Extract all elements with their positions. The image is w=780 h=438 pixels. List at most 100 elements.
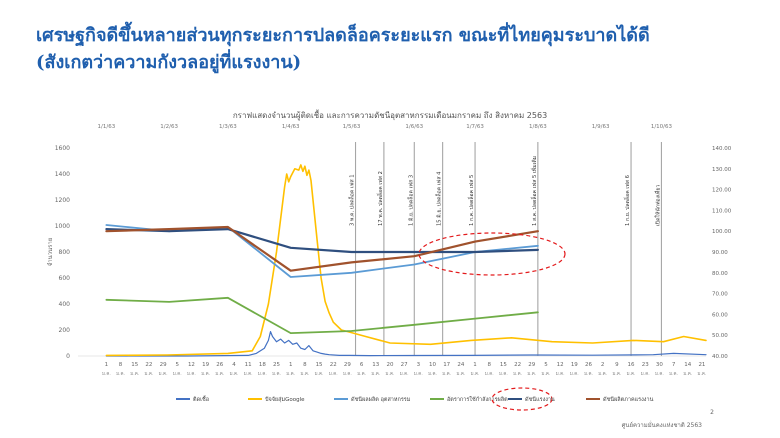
x-tick-label: 7 (672, 362, 676, 368)
x-tick-label: 25 (273, 362, 280, 368)
x-tick-label: 15 (316, 362, 323, 368)
unlock-phase-label: เปิดให้นักท่องเที่ยว (654, 185, 661, 226)
month-label: 1/3/63 (219, 124, 237, 130)
x-tick-sublabel: ม.ค. (300, 372, 309, 377)
x-tick-label: 18 (259, 362, 266, 368)
month-label: 1/7/63 (466, 124, 484, 130)
chart-axes: กราฟแสดงจำนวนผู้ติดเชื้อ และการความดัชนี… (47, 109, 732, 377)
unlock-phase-label: 3 พ.ค. ปลดล็อค เฟส 1 (348, 174, 356, 226)
x-tick-label: 15 (131, 362, 138, 368)
y-right-tick-label: 60.00 (712, 312, 728, 318)
highlight-annotations (418, 232, 566, 411)
unlock-phase-lines: 3 พ.ค. ปลดล็อค เฟส 1 17 พ.ค. ปลดล็อค เฟส … (348, 142, 662, 356)
y-left-tick-label: 1200 (55, 197, 70, 204)
x-tick-label: 30 (656, 362, 663, 368)
x-tick-sublabel: ม.ค. (471, 372, 480, 377)
x-tick-sublabel: ม.ค. (442, 372, 451, 377)
x-tick-sublabel: ม.ค. (655, 372, 664, 377)
highlight-ellipse-legend (491, 387, 553, 411)
headline: เศรษฐกิจดีขึ้นหลายส่วนทุกระยะการปลดล็อคร… (36, 22, 756, 76)
x-tick-sublabel: ม.ค. (527, 372, 536, 377)
x-tick-sublabel: ม.ค. (201, 372, 210, 377)
x-tick-label: 22 (145, 362, 152, 368)
x-tick-label: 29 (160, 362, 167, 368)
chart-title: กราฟแสดงจำนวนผู้ติดเชื้อ และการความดัชนี… (233, 109, 547, 121)
x-tick-sublabel: ม.ค. (315, 372, 324, 377)
x-tick-sublabel: ม.ค. (286, 372, 295, 377)
x-tick-sublabel: ม.ค. (485, 372, 494, 377)
x-tick-label: 6 (360, 362, 364, 368)
y-left-tick-label: 1600 (55, 145, 70, 152)
x-tick-label: 22 (514, 362, 521, 368)
x-tick-sublabel: ม.ค. (627, 372, 636, 377)
x-tick-sublabel: ม.ค. (641, 372, 650, 377)
x-tick-label: 14 (684, 362, 691, 368)
x-tick-label: 19 (571, 362, 578, 368)
legend-label: ดัชนีผลิตภาคแรงงาน (603, 396, 654, 403)
month-label: 1/5/63 (343, 124, 361, 130)
x-tick-label: 19 (202, 362, 209, 368)
month-label: 1/1/63 (98, 124, 116, 130)
x-tick-sublabel: ม.ค. (428, 372, 437, 377)
x-tick-sublabel: ม.ค. (386, 372, 395, 377)
y-right-tick-label: 90.00 (712, 250, 728, 256)
highlight-ellipse-chart (418, 232, 566, 276)
x-tick-label: 8 (303, 362, 307, 368)
x-tick-label: 17 (443, 362, 450, 368)
y-left-tick-label: 400 (59, 301, 71, 308)
x-tick-sublabel: ม.ค. (144, 372, 153, 377)
x-tick-label: 12 (557, 362, 564, 368)
x-tick-sublabel: ม.ค. (329, 372, 338, 377)
x-tick-label: 15 (500, 362, 507, 368)
x-tick-sublabel: ม.ค. (173, 372, 182, 377)
chart-series (105, 164, 707, 357)
y-axis-label: จำนวนราย (47, 238, 54, 267)
x-tick-sublabel: ม.ค. (570, 372, 579, 377)
unlock-phase-label: 17 พ.ค. ปลดล็อค เฟส 2 (376, 171, 384, 226)
x-tick-label: 29 (528, 362, 535, 368)
x-tick-label: 1 (473, 362, 477, 368)
x-tick-label: 2 (601, 362, 605, 368)
x-tick-label: 10 (429, 362, 436, 368)
x-tick-sublabel: ม.ค. (159, 372, 168, 377)
series-line-google (105, 164, 707, 357)
x-tick-sublabel: ม.ค. (187, 372, 196, 377)
y-right-tick-label: 130.00 (712, 167, 732, 173)
x-tick-sublabel: ม.ค. (343, 372, 352, 377)
footer-note: ศูนย์ความมั่นคงแห่งชาติ 2563 (621, 422, 702, 429)
x-tick-label: 1 (289, 362, 293, 368)
series-line-industry (105, 296, 539, 335)
month-label: 1/6/63 (405, 124, 423, 130)
x-tick-label: 12 (188, 362, 195, 368)
x-tick-sublabel: ม.ค. (215, 372, 224, 377)
x-tick-sublabel: ม.ค. (698, 372, 707, 377)
x-tick-label: 22 (330, 362, 337, 368)
unlock-phase-label: 1 ก.ย. ปลดล็อค เฟส 6 (623, 175, 631, 226)
x-tick-sublabel: ม.ค. (414, 372, 423, 377)
x-tick-sublabel: ม.ค. (556, 372, 565, 377)
y-right-tick-label: 80.00 (712, 271, 728, 277)
x-tick-sublabel: ม.ค. (102, 372, 111, 377)
unlock-phase-label: 1 มิ.ย. ปลดล็อค เฟส 3 (406, 175, 414, 226)
unlock-phase-label: 1 ก.ค. ปลดล็อค เฟส 5 (467, 175, 475, 226)
x-tick-label: 24 (457, 362, 464, 368)
x-tick-label: 13 (372, 362, 379, 368)
y-right-tick-label: 120.00 (712, 188, 732, 194)
headline-line-2: (สังเกตว่าความกังวลอยู่ที่แรงงาน) (36, 52, 302, 73)
y-left-tick-label: 1400 (55, 171, 70, 178)
x-tick-label: 21 (698, 362, 705, 368)
x-tick-label: 3 (417, 362, 421, 368)
y-right-tick-label: 40.00 (712, 354, 728, 360)
y-left-tick-label: 1000 (55, 223, 70, 230)
x-tick-label: 1 (105, 362, 109, 368)
legend-label: ดัชนีแรงงาน (525, 396, 555, 403)
x-tick-label: 16 (628, 362, 635, 368)
y-right-tick-label: 70.00 (712, 292, 728, 298)
headline-line-1: เศรษฐกิจดีขึ้นหลายส่วนทุกระยะการปลดล็อคร… (36, 25, 650, 46)
x-tick-sublabel: ม.ค. (244, 372, 253, 377)
y-right-tick-label: 50.00 (712, 333, 728, 339)
x-tick-label: 8 (487, 362, 491, 368)
month-label: 1/2/63 (160, 124, 178, 130)
legend-label: ปัจจัยสุ่มGoogle (265, 396, 305, 403)
y-left-tick-label: 0 (66, 353, 70, 360)
